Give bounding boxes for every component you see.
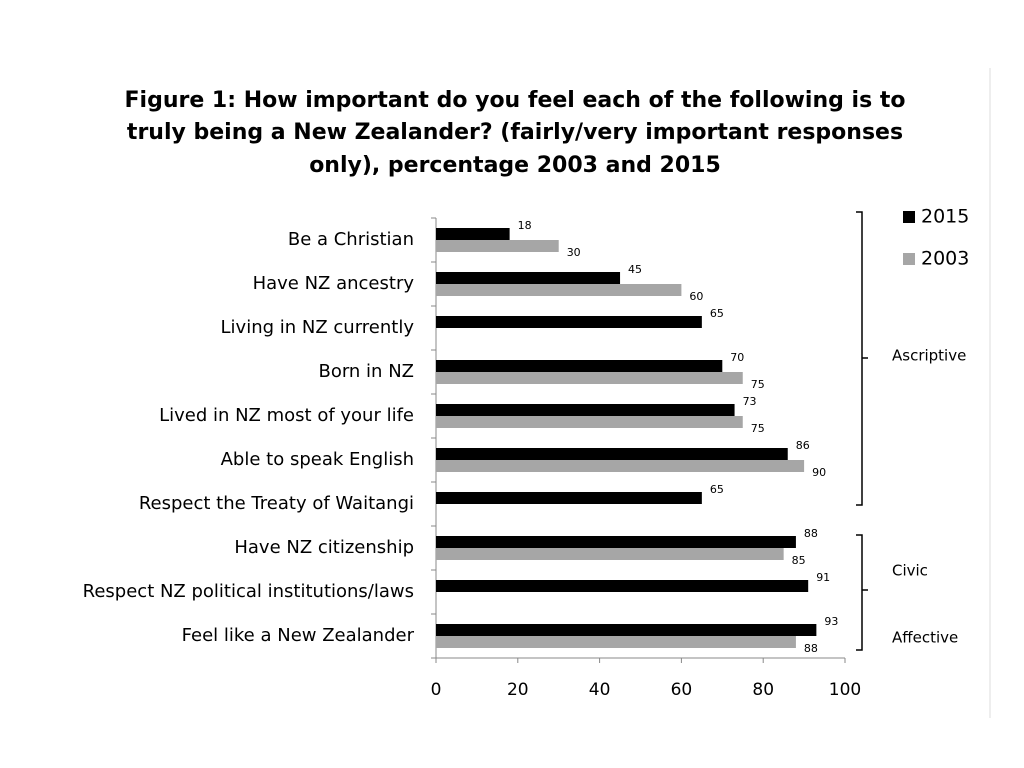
category-label: Born in NZ (318, 361, 414, 382)
value-label: 85 (792, 554, 806, 567)
value-label: 88 (804, 642, 818, 655)
value-label: 70 (730, 351, 744, 364)
group-label: Ascriptive (892, 347, 966, 365)
value-label: 91 (816, 571, 830, 584)
value-label: 30 (567, 246, 581, 259)
bar (436, 548, 784, 560)
legend-label: 2015 (921, 206, 969, 228)
bar (436, 240, 559, 252)
value-label: 93 (824, 615, 838, 628)
x-tick-label: 80 (752, 680, 774, 700)
bracket (856, 211, 868, 506)
brackets (856, 211, 868, 651)
bar (436, 448, 788, 460)
bar (436, 416, 743, 428)
x-tick-label: 20 (507, 680, 529, 700)
x-tick-label: 0 (431, 680, 442, 700)
chart-title: only), percentage 2003 and 2015 (309, 153, 721, 178)
bracket (856, 534, 868, 651)
value-label: 65 (710, 307, 724, 320)
bar (436, 492, 702, 504)
x-tick-label: 40 (589, 680, 611, 700)
bar (436, 284, 682, 296)
bar (436, 460, 805, 472)
value-label: 18 (518, 219, 532, 232)
value-label: 65 (710, 483, 724, 496)
value-label: 45 (628, 263, 642, 276)
chart-title: truly being a New Zealander? (fairly/ver… (127, 120, 903, 145)
bar (436, 372, 743, 384)
value-label: 90 (812, 466, 826, 479)
category-label: Lived in NZ most of your life (159, 405, 414, 426)
value-label: 60 (689, 290, 703, 303)
value-label: 86 (796, 439, 810, 452)
value-label: 73 (743, 395, 757, 408)
legend-swatch (903, 253, 915, 265)
bar (436, 636, 796, 648)
bar (436, 360, 723, 372)
x-tick-label: 100 (829, 680, 861, 700)
legend-label: 2003 (921, 248, 969, 270)
category-label: Living in NZ currently (221, 317, 415, 338)
bar (436, 316, 702, 328)
bar (436, 624, 817, 636)
category-label: Able to speak English (221, 449, 414, 470)
category-label: Respect NZ political institutions/laws (83, 581, 414, 602)
bar (436, 536, 796, 548)
category-label: Respect the Treaty of Waitangi (139, 493, 414, 514)
value-label: 75 (751, 422, 765, 435)
bar (436, 404, 735, 416)
legend-swatch (903, 211, 915, 223)
bar (436, 580, 809, 592)
value-label: 75 (751, 378, 765, 391)
category-label: Have NZ ancestry (253, 273, 415, 294)
group-label: Civic (892, 562, 928, 580)
category-label: Be a Christian (288, 229, 414, 250)
bar (436, 272, 621, 284)
chart-title: Figure 1: How important do you feel each… (125, 88, 906, 113)
bar (436, 228, 510, 240)
category-label: Feel like a New Zealander (182, 625, 415, 646)
x-tick-label: 60 (671, 680, 693, 700)
category-label: Have NZ citizenship (234, 537, 414, 558)
group-label: Affective (892, 629, 958, 647)
value-label: 88 (804, 527, 818, 540)
